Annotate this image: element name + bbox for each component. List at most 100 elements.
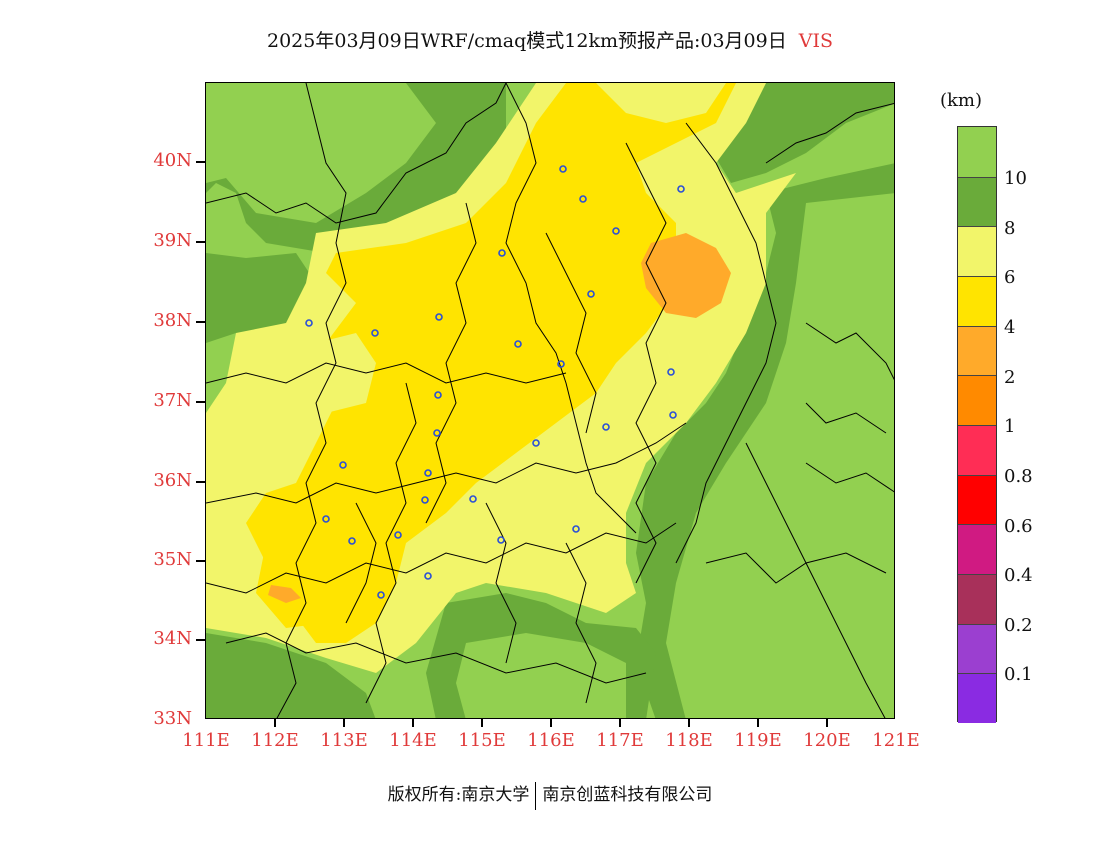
region-2to4-sw-patch <box>268 585 301 603</box>
colorbar-label: 0.1 <box>1004 664 1033 685</box>
lon-label-116e: 116E <box>527 730 575 751</box>
admin-borders <box>206 83 894 718</box>
lat-tick <box>196 321 205 323</box>
station-marker <box>497 536 505 544</box>
colorbar-cell <box>958 474 996 525</box>
station-marker <box>433 429 441 437</box>
colorbar-label: 2 <box>1004 367 1016 388</box>
region-4to6-core <box>246 83 736 643</box>
lon-label-118e: 118E <box>665 730 713 751</box>
station-marker <box>557 360 565 368</box>
lat-label-37n: 37N <box>153 390 192 411</box>
station-marker <box>677 185 685 193</box>
lat-tick <box>196 481 205 483</box>
lat-tick <box>196 560 205 562</box>
colorbar-label: 1 <box>1004 416 1016 437</box>
colorbar-cell <box>958 325 996 376</box>
lon-label-121e: 121E <box>872 730 920 751</box>
station-marker <box>371 329 379 337</box>
station-marker <box>322 515 330 523</box>
copyright: 版权所有:南京大学 南京创蓝科技有限公司 <box>0 780 1100 810</box>
map-canvas <box>206 83 894 718</box>
station-marker <box>669 411 677 419</box>
station-marker <box>424 572 432 580</box>
colorbar-cell <box>958 623 996 674</box>
copyright-owner: 版权所有:南京大学 <box>387 785 530 805</box>
lat-label-33n: 33N <box>153 708 192 729</box>
colorbar-label: 0.8 <box>1004 466 1033 487</box>
copyright-divider <box>535 781 537 810</box>
lat-tick <box>196 639 205 641</box>
station-marker <box>305 319 313 327</box>
lon-label-112e: 112E <box>251 730 299 751</box>
station-marker <box>579 195 587 203</box>
lat-label-35n: 35N <box>153 549 192 570</box>
lat-tick <box>196 241 205 243</box>
region-gt10-south <box>456 633 626 718</box>
station-marker <box>667 368 675 376</box>
lon-label-117e: 117E <box>596 730 644 751</box>
lon-tick <box>550 719 552 727</box>
colorbar-cell <box>958 226 996 276</box>
lon-tick <box>688 719 690 727</box>
colorbar-cell <box>958 424 996 475</box>
region-gt10-nw <box>206 83 436 223</box>
lon-tick <box>481 719 483 727</box>
colorbar-cell <box>958 673 996 723</box>
lat-label-38n: 38N <box>153 310 192 331</box>
lon-tick <box>757 719 759 727</box>
lon-tick <box>826 719 828 727</box>
station-marker <box>572 525 580 533</box>
lat-label-36n: 36N <box>153 470 192 491</box>
lon-label-114e: 114E <box>389 730 437 751</box>
colorbar-unit: (km) <box>940 90 983 111</box>
colorbar-cell <box>958 127 996 177</box>
station-marker <box>434 391 442 399</box>
region-6to8-west-patch <box>301 333 376 413</box>
station-marker <box>514 340 522 348</box>
station-marker <box>424 469 432 477</box>
lon-label-119e: 119E <box>734 730 782 751</box>
region-8to10-ne <box>716 83 894 183</box>
station-marker <box>469 495 477 503</box>
colorbar-label: 10 <box>1004 168 1027 189</box>
lat-label-34n: 34N <box>153 628 192 649</box>
colorbar-label: 0.4 <box>1004 565 1033 586</box>
lat-label-40n: 40N <box>153 150 192 171</box>
station-marker <box>421 496 429 504</box>
title-variable: VIS <box>798 30 833 52</box>
station-marker <box>377 591 385 599</box>
lon-label-113e: 113E <box>320 730 368 751</box>
region-6to8-north-patch <box>596 83 726 123</box>
station-marker <box>394 531 402 539</box>
visibility-map <box>205 82 895 719</box>
station-marker <box>587 290 595 298</box>
station-marker <box>435 313 443 321</box>
station-marker <box>532 439 540 447</box>
station-marker <box>559 165 567 173</box>
colorbar-cell <box>958 275 996 326</box>
colorbar-cell <box>958 176 996 227</box>
station-marker <box>348 537 356 545</box>
lon-label-111e: 111E <box>182 730 230 751</box>
colorbar-label: 0.6 <box>1004 516 1033 537</box>
lon-tick <box>619 719 621 727</box>
lon-label-120e: 120E <box>803 730 851 751</box>
lon-tick <box>412 719 414 727</box>
colorbar <box>957 126 997 723</box>
region-8to10-sw <box>206 633 376 718</box>
region-gt10-east <box>666 193 894 718</box>
station-marker <box>602 423 610 431</box>
station-markers <box>305 165 685 599</box>
lon-tick <box>343 719 345 727</box>
station-marker <box>498 249 506 257</box>
lat-tick <box>196 401 205 403</box>
colorbar-label: 8 <box>1004 218 1016 239</box>
station-marker <box>612 227 620 235</box>
colorbar-cell <box>958 573 996 624</box>
colorbar-label: 4 <box>1004 317 1016 338</box>
colorbar-label: 6 <box>1004 267 1016 288</box>
colorbar-cell <box>958 375 996 425</box>
lat-label-39n: 39N <box>153 230 192 251</box>
copyright-company: 南京创蓝科技有限公司 <box>542 785 713 805</box>
